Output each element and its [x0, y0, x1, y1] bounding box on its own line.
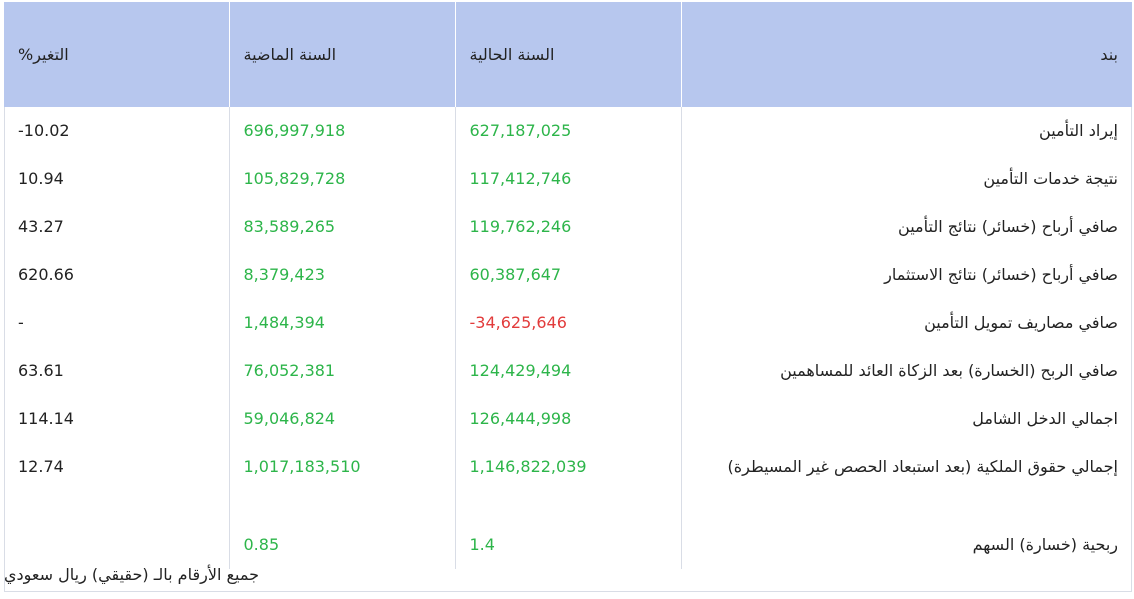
footer-note: جميع الأرقام بالـ (حقيقي) ريال سعودي [4, 565, 259, 584]
header-item: بند [680, 2, 1132, 107]
row-label: صافي أرباح (خسائر) نتائج الاستثمار [680, 251, 1132, 299]
table-row: ربحية (خسارة) السهم 1.4 0.85 [4, 521, 1132, 569]
row-label: ربحية (خسارة) السهم [680, 521, 1132, 569]
header-current-year: السنة الحالية [454, 2, 681, 107]
row-last: 105,829,728 [228, 155, 455, 203]
row-current: 1,146,822,039 [454, 443, 681, 521]
header-last-year: السنة الماضية [228, 2, 455, 107]
row-last: 1,017,183,510 [228, 443, 455, 521]
row-change [4, 521, 229, 569]
row-change: - [18, 313, 24, 332]
row-change: 114.14 [18, 409, 74, 428]
row-label: صافي الربح (الخسارة) بعد الزكاة العائد ل… [680, 347, 1132, 395]
row-current: 119,762,246 [454, 203, 681, 251]
row-last: 76,052,381 [228, 347, 455, 395]
row-last: 8,379,423 [228, 251, 455, 299]
row-label: صافي أرباح (خسائر) نتائج التأمين [680, 203, 1132, 251]
row-label: إجمالي حقوق الملكية (بعد استبعاد الحصص غ… [680, 443, 1132, 521]
row-current: 627,187,025 [454, 107, 681, 155]
table-row: إيراد التأمين 627,187,025 696,997,918 10… [4, 107, 1132, 155]
row-current: 126,444,998 [454, 395, 681, 443]
row-last: 83,589,265 [228, 203, 455, 251]
row-label: صافي مصاريف تمويل التأمين [680, 299, 1132, 347]
header-change: التغير% [4, 2, 229, 107]
row-change: 63.61 [18, 361, 64, 380]
table-row: صافي أرباح (خسائر) نتائج التأمين 119,762… [4, 203, 1132, 251]
row-change: 10.94 [18, 169, 64, 188]
row-label: إيراد التأمين [680, 107, 1132, 155]
row-last: 0.85 [228, 521, 455, 569]
table-row: صافي مصاريف تمويل التأمين 34,625,646- 1,… [4, 299, 1132, 347]
table-row: إجمالي حقوق الملكية (بعد استبعاد الحصص غ… [4, 443, 1132, 521]
row-change: 620.66 [18, 265, 74, 284]
row-last: 696,997,918 [228, 107, 455, 155]
row-label: اجمالي الدخل الشامل [680, 395, 1132, 443]
row-change: 12.74 [18, 457, 64, 476]
row-change: 10.02- [18, 121, 70, 140]
row-change: 43.27 [18, 217, 64, 236]
financial-table: بند السنة الحالية السنة الماضية التغير% … [4, 2, 1132, 569]
row-last: 59,046,824 [228, 395, 455, 443]
row-label: نتيجة خدمات التأمين [680, 155, 1132, 203]
table-row: اجمالي الدخل الشامل 126,444,998 59,046,8… [4, 395, 1132, 443]
row-current: 117,412,746 [454, 155, 681, 203]
row-current: 60,387,647 [454, 251, 681, 299]
row-last: 1,484,394 [228, 299, 455, 347]
table-header-row: بند السنة الحالية السنة الماضية التغير% [4, 2, 1132, 107]
table-row: صافي الربح (الخسارة) بعد الزكاة العائد ل… [4, 347, 1132, 395]
row-current: 124,429,494 [454, 347, 681, 395]
table-row: صافي أرباح (خسائر) نتائج الاستثمار 60,38… [4, 251, 1132, 299]
row-current: 1.4 [454, 521, 681, 569]
row-current: 34,625,646- [454, 299, 681, 347]
table-row: نتيجة خدمات التأمين 117,412,746 105,829,… [4, 155, 1132, 203]
